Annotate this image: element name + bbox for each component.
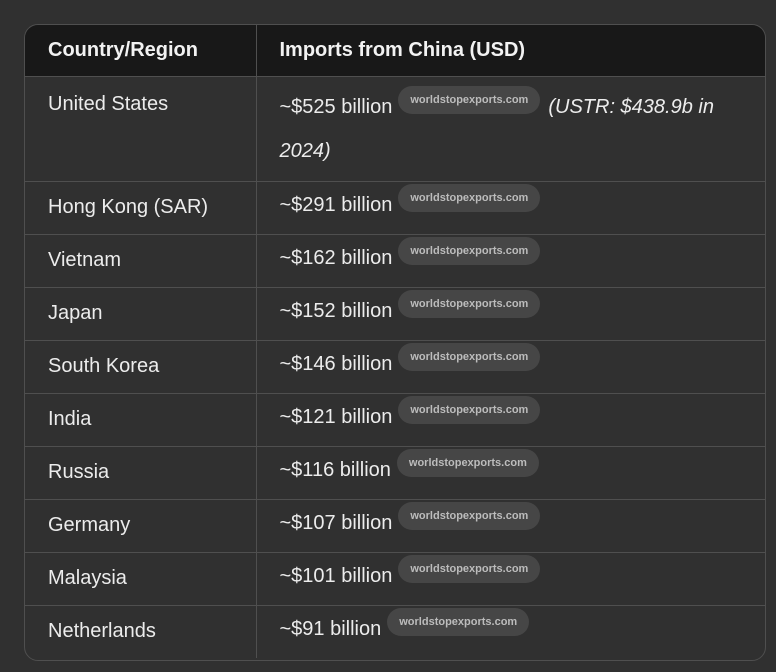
imports-value: ~$291 billion	[279, 193, 393, 216]
table-row: Hong Kong (SAR) ~$291 billion worldstopex…	[25, 181, 765, 235]
country-cell: South Korea	[25, 340, 257, 394]
column-header-imports: Imports from China (USD)	[256, 25, 765, 77]
source-citation-chip[interactable]: worldstopexports.com	[398, 289, 541, 318]
country-cell: Russia	[25, 446, 257, 500]
table-row: Russia ~$116 billion worldstopexports.com	[25, 446, 765, 500]
source-citation-chip[interactable]: worldstopexports.com	[398, 236, 541, 265]
country-cell: Japan	[25, 287, 257, 341]
imports-cell: ~$162 billion worldstopexports.com	[256, 234, 765, 288]
source-citation-chip[interactable]: worldstopexports.com	[396, 448, 539, 477]
imports-note: (USTR: $438.9b in 2024)	[279, 95, 714, 162]
imports-value: ~$101 billion	[279, 564, 393, 587]
country-cell: United States	[25, 76, 257, 182]
table-row: Netherlands ~$91 billion worldstopexports…	[25, 605, 765, 658]
imports-cell: ~$116 billion worldstopexports.com	[256, 446, 765, 500]
table-header-row: Country/Region Imports from China (USD)	[25, 25, 765, 77]
imports-value: ~$162 billion	[279, 246, 393, 269]
imports-cell: ~$121 billion worldstopexports.com	[256, 393, 765, 447]
imports-value: ~$91 billion	[279, 617, 382, 640]
table-row: Germany ~$107 billion worldstopexports.co…	[25, 499, 765, 553]
table-row: Malaysia ~$101 billion worldstopexports.c…	[25, 552, 765, 606]
imports-value: ~$116 billion	[279, 458, 391, 481]
imports-cell: ~$291 billion worldstopexports.com	[256, 181, 765, 235]
table-row: South Korea ~$146 billion worldstopexport…	[25, 340, 765, 394]
source-citation-chip[interactable]: worldstopexports.com	[387, 607, 530, 636]
imports-value: ~$146 billion	[279, 352, 393, 375]
country-cell: Netherlands	[25, 605, 257, 658]
imports-value: ~$525 billion	[279, 95, 393, 118]
source-citation-chip[interactable]: worldstopexports.com	[398, 395, 541, 424]
imports-value: ~$107 billion	[279, 511, 393, 534]
imports-value: ~$152 billion	[279, 299, 393, 322]
table-row: United States ~$525 billion worldstopexpo…	[25, 76, 765, 182]
imports-cell: ~$91 billion worldstopexports.com	[256, 605, 765, 658]
source-citation-chip[interactable]: worldstopexports.com	[398, 183, 541, 212]
country-cell: Malaysia	[25, 552, 257, 606]
imports-value: ~$121 billion	[279, 405, 393, 428]
imports-table: Country/Region Imports from China (USD) …	[25, 25, 765, 658]
imports-cell: ~$107 billion worldstopexports.com	[256, 499, 765, 553]
imports-cell: ~$146 billion worldstopexports.com	[256, 340, 765, 394]
table-row: India ~$121 billion worldstopexports.com	[25, 393, 765, 447]
source-citation-chip[interactable]: worldstopexports.com	[398, 85, 541, 114]
source-citation-chip[interactable]: worldstopexports.com	[398, 342, 541, 371]
imports-cell: ~$101 billion worldstopexports.com	[256, 552, 765, 606]
table-row: Vietnam ~$162 billion worldstopexports.co…	[25, 234, 765, 288]
country-cell: Hong Kong (SAR)	[25, 181, 257, 235]
table-row: Japan ~$152 billion worldstopexports.com	[25, 287, 765, 341]
source-citation-chip[interactable]: worldstopexports.com	[398, 501, 541, 530]
country-cell: Vietnam	[25, 234, 257, 288]
column-header-country: Country/Region	[25, 25, 257, 77]
imports-table-container: Country/Region Imports from China (USD) …	[24, 24, 766, 661]
imports-cell: ~$525 billion worldstopexports.com (USTR: …	[256, 76, 765, 182]
imports-cell: ~$152 billion worldstopexports.com	[256, 287, 765, 341]
source-citation-chip[interactable]: worldstopexports.com	[398, 554, 541, 583]
country-cell: Germany	[25, 499, 257, 553]
country-cell: India	[25, 393, 257, 447]
